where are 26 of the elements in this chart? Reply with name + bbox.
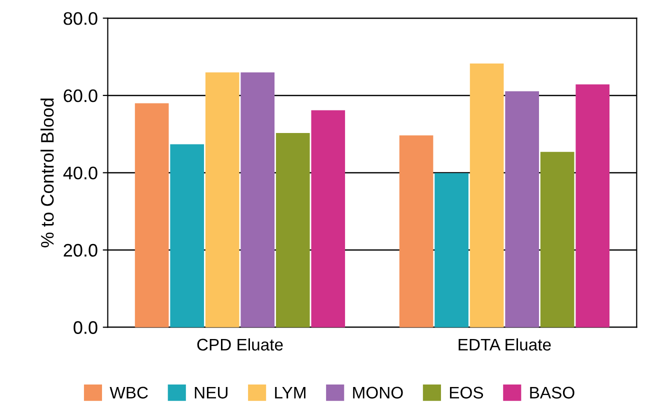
- x-tick-label: CPD Eluate: [197, 338, 283, 351]
- legend-label: WBC: [110, 386, 148, 399]
- bar: [276, 132, 310, 328]
- bar: [399, 135, 434, 328]
- y-tick-label: 20.0: [64, 244, 98, 257]
- bar: [311, 110, 346, 328]
- y-tick-label: 80.0: [64, 12, 98, 25]
- bar: [170, 144, 204, 328]
- bar: [205, 72, 240, 328]
- bar: [134, 103, 169, 328]
- legend-label: EOS: [450, 386, 484, 399]
- y-tick-label: 0.0: [74, 321, 98, 334]
- y-tick-label: 40.0: [63, 166, 98, 180]
- bar: [240, 72, 275, 328]
- bar: [434, 173, 468, 328]
- bar: [540, 152, 574, 328]
- x-tick-label: EDTA Eluate: [458, 338, 551, 351]
- legend-label: LYM: [275, 386, 306, 398]
- y-tick-label: 60.0: [64, 89, 98, 102]
- bar: [470, 63, 504, 328]
- legend-label: BASO: [530, 386, 574, 399]
- y-axis-title: % to Control Blood: [40, 98, 54, 248]
- bar: [505, 91, 539, 328]
- legend-label: NEU: [194, 386, 228, 399]
- bar: [576, 84, 610, 328]
- legend-label: MONO: [353, 386, 403, 399]
